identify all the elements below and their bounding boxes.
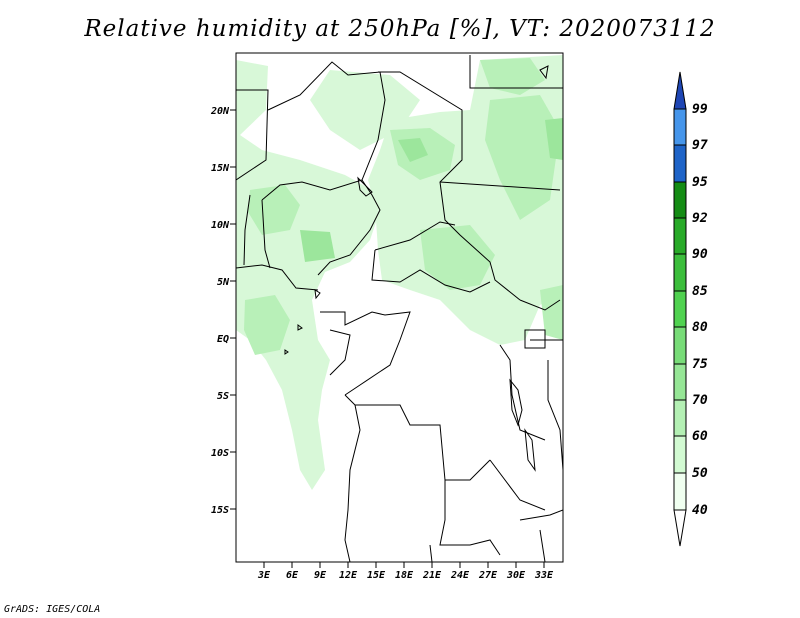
border-line: [439, 181, 561, 191]
border-line: [519, 299, 561, 311]
humidity-region-moist-5: [244, 295, 290, 355]
colorbar-cell: [673, 181, 687, 219]
lon-tick-label: 21E: [422, 570, 442, 581]
chart-title: Relative humidity at 250hPa [%], VT: 202…: [84, 16, 716, 42]
lon-tick-label: 30E: [506, 570, 526, 581]
colorbar-cell: [673, 326, 687, 365]
lon-tick-label: 18E: [395, 570, 414, 581]
border-line: [489, 459, 546, 511]
border-line: [344, 404, 361, 562]
colorbar-label: 75: [692, 357, 708, 372]
border-line: [236, 264, 319, 291]
lon-tick-label: 3E: [257, 570, 271, 581]
colorbar-label: 70: [692, 393, 708, 408]
lake-outline: [509, 378, 523, 427]
humidity-region-moist-10: [300, 230, 335, 262]
humidity-shading: [236, 55, 563, 490]
lon-tick-label: 27E: [478, 570, 498, 581]
border-line: [429, 544, 433, 562]
colorbar-cell: [673, 290, 687, 328]
colorbar-label: 60: [692, 429, 708, 444]
colorbar-cell: [673, 363, 687, 401]
colorbar-label: 40: [692, 503, 708, 518]
border-line: [320, 311, 411, 396]
humidity-region-moist-4: [248, 185, 300, 235]
grads-credit: GrADS: IGES/COLA: [4, 604, 101, 615]
lat-tick-label: 15S: [211, 505, 229, 516]
colorbar-label: 80: [692, 320, 708, 335]
lake-outline: [524, 428, 536, 472]
colorbar-cell: [673, 472, 687, 511]
border-line: [236, 89, 269, 181]
colorbar-cell: [673, 253, 687, 292]
lat-tick-label: EQ: [217, 334, 229, 345]
colorbar-cell: [673, 435, 687, 474]
border-line: [261, 61, 386, 201]
border-line: [469, 55, 563, 89]
border-line: [378, 71, 521, 301]
border-line: [539, 529, 546, 562]
border-line: [344, 394, 491, 481]
colorbar-label: 95: [692, 175, 708, 190]
lake-outline: [357, 176, 373, 197]
colorbar-label: 85: [692, 284, 708, 299]
humidity-region-moist-9: [545, 118, 563, 160]
colorbar-label: 99: [692, 102, 708, 117]
lat-tick-label: 5N: [217, 277, 230, 288]
colorbar-top-arrow: [673, 71, 687, 110]
lon-axis: 3E 6E 9E 12E 15E 18E 21E 24E 27E 30E 33E: [257, 562, 554, 581]
coast-island: [284, 349, 289, 355]
border-line: [371, 249, 491, 293]
border-line: [519, 509, 563, 521]
colorbar-bottom-arrow: [673, 509, 687, 547]
lake-outline: [524, 329, 546, 349]
border-line: [329, 329, 351, 376]
country-borders: [236, 55, 563, 562]
lon-tick-label: 12E: [339, 570, 358, 581]
colorbar-label: 90: [692, 247, 708, 262]
humidity-region-west-sahel: [236, 60, 380, 490]
humidity-region-moist-6: [540, 285, 563, 340]
border-line: [499, 344, 546, 441]
border-line: [243, 194, 251, 266]
lat-tick-label: 5S: [217, 391, 229, 402]
lon-tick-label: 9E: [314, 570, 327, 581]
lon-tick-label: 33E: [534, 570, 554, 581]
colorbar: 40 50 60 70 75 80 85 90 92 95 97 99: [673, 71, 708, 547]
colorbar-cell: [673, 217, 687, 255]
humidity-region-moist-7: [480, 58, 545, 95]
colorbar-cell: [673, 108, 687, 146]
colorbar-cell: [673, 144, 687, 183]
humidity-region-moist-3: [420, 225, 495, 290]
lat-axis: 20N 15N 10N 5N EQ 5S 10S 15S: [210, 106, 236, 516]
humidity-region-moist-8: [398, 138, 428, 162]
lat-tick-label: 15N: [211, 163, 230, 174]
lat-tick-label: 10S: [211, 448, 229, 459]
border-line: [317, 179, 381, 276]
lon-tick-label: 15E: [367, 570, 386, 581]
lon-tick-label: 24E: [450, 570, 470, 581]
colorbar-label: 92: [692, 211, 708, 226]
map-frame: [235, 52, 564, 563]
border-line: [439, 480, 501, 556]
border-line: [261, 199, 271, 269]
coast-island: [314, 289, 321, 300]
border-line: [374, 221, 456, 251]
coast-island: [297, 324, 303, 331]
lat-tick-label: 20N: [210, 106, 230, 117]
colorbar-label: 97: [692, 138, 708, 153]
lat-tick-label: 10N: [211, 220, 230, 231]
border-line: [547, 360, 563, 471]
colorbar-label: 50: [692, 466, 708, 481]
colorbar-cell: [673, 399, 687, 437]
lon-tick-label: 6E: [286, 570, 299, 581]
lake-outline: [539, 65, 549, 80]
